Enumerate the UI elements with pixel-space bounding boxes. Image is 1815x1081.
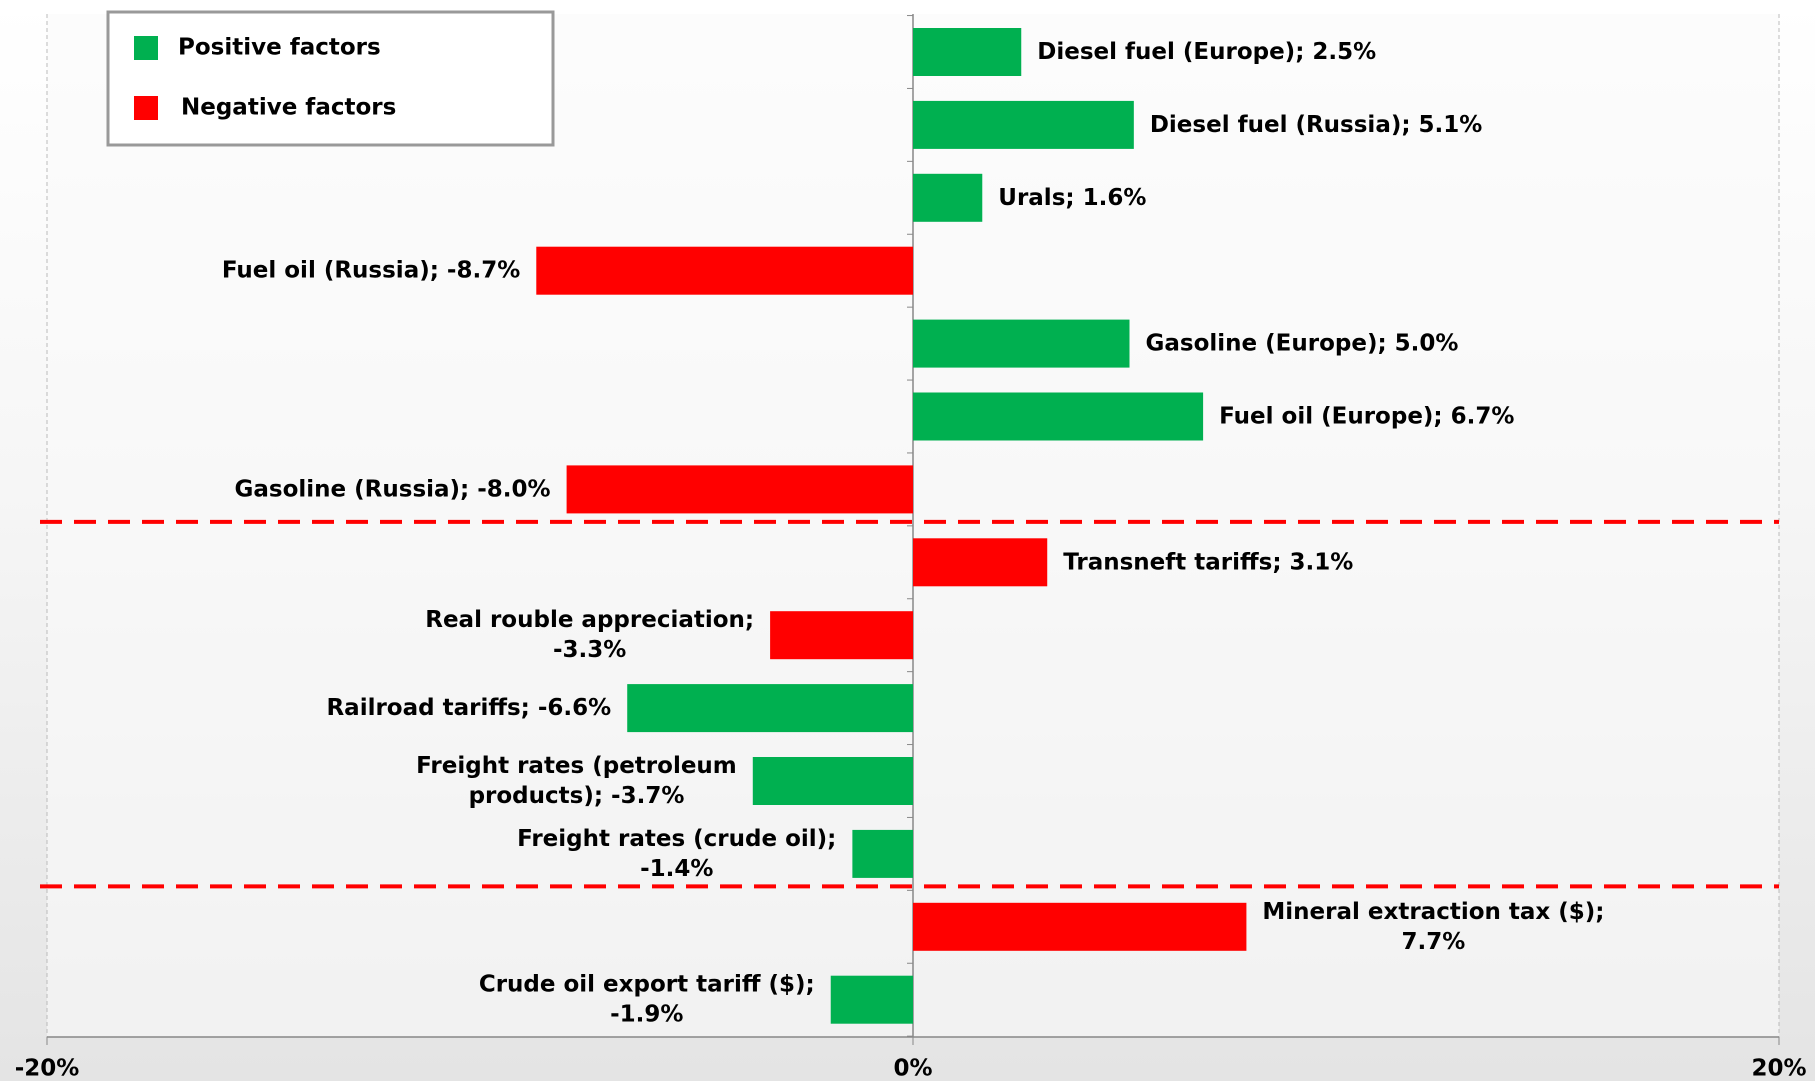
data-label-line: -3.3% bbox=[553, 637, 626, 663]
data-label-line: Transneft tariffs; 3.1% bbox=[1063, 549, 1353, 575]
data-label: Diesel fuel (Russia); 5.1% bbox=[1150, 111, 1483, 137]
data-label-line: Fuel oil (Europe); 6.7% bbox=[1219, 403, 1514, 429]
x-tick-label: -20% bbox=[15, 1056, 80, 1081]
bar bbox=[752, 757, 913, 805]
bar bbox=[536, 246, 913, 295]
data-label-line: Gasoline (Russia); -8.0% bbox=[235, 476, 551, 502]
data-label: Fuel oil (Russia); -8.7% bbox=[222, 257, 520, 283]
data-label: Freight rates (crude oil); -1.4% bbox=[517, 825, 836, 881]
data-label: Fuel oil (Europe); 6.7% bbox=[1219, 403, 1514, 429]
data-label: Freight rates (petroleum products); -3.7% bbox=[416, 753, 737, 809]
data-label: Real rouble appreciation; -3.3% bbox=[425, 607, 754, 663]
data-label-line: Fuel oil (Russia); -8.7% bbox=[222, 257, 520, 283]
legend-label: Positive factors bbox=[178, 35, 381, 61]
data-label: Gasoline (Europe); 5.0% bbox=[1146, 330, 1459, 356]
data-label: Gasoline (Russia); -8.0% bbox=[235, 476, 551, 502]
data-label-line: Gasoline (Europe); 5.0% bbox=[1146, 330, 1459, 356]
data-label: Diesel fuel (Europe); 2.5% bbox=[1037, 39, 1376, 65]
legend-swatch bbox=[134, 36, 158, 60]
data-label-line: Railroad tariffs; -6.6% bbox=[326, 695, 611, 721]
legend-swatch bbox=[134, 96, 158, 120]
legend-label: Negative factors bbox=[181, 95, 396, 121]
data-label-line: Real rouble appreciation; bbox=[425, 607, 754, 633]
bar bbox=[913, 392, 1204, 441]
bar bbox=[913, 173, 983, 222]
data-label-line: products); -3.7% bbox=[469, 783, 685, 809]
legend-box bbox=[106, 10, 555, 147]
data-label-line: 7.7% bbox=[1402, 928, 1466, 954]
data-label: Transneft tariffs; 3.1% bbox=[1063, 549, 1353, 575]
data-label-line: Diesel fuel (Europe); 2.5% bbox=[1037, 39, 1376, 65]
bar bbox=[913, 100, 1134, 149]
bar bbox=[913, 28, 1022, 76]
bar bbox=[627, 684, 913, 733]
x-tick-label: 0% bbox=[893, 1056, 932, 1081]
bar bbox=[830, 975, 913, 1024]
data-label-line: Urals; 1.6% bbox=[998, 184, 1146, 210]
x-tick-label: 20% bbox=[1751, 1056, 1806, 1081]
data-label-line: Freight rates (crude oil); bbox=[517, 825, 836, 851]
data-label-line: -1.4% bbox=[640, 855, 713, 881]
bar bbox=[566, 465, 913, 514]
data-label-line: Freight rates (petroleum bbox=[416, 753, 737, 779]
data-label: Urals; 1.6% bbox=[998, 184, 1146, 210]
bar bbox=[913, 538, 1048, 587]
bar bbox=[770, 611, 913, 660]
bar bbox=[852, 829, 913, 878]
data-label: Railroad tariffs; -6.6% bbox=[326, 695, 611, 721]
data-label-line: Mineral extraction tax ($); bbox=[1262, 898, 1604, 924]
legend: Positive factors Negative factors bbox=[106, 10, 555, 147]
bar bbox=[913, 319, 1130, 368]
data-label-line: Diesel fuel (Russia); 5.1% bbox=[1150, 111, 1483, 137]
data-label-line: -1.9% bbox=[610, 1001, 683, 1027]
data-label: Mineral extraction tax ($); 7.7% bbox=[1262, 898, 1604, 954]
data-label-line: Crude oil export tariff ($); bbox=[479, 971, 815, 997]
data-label: Crude oil export tariff ($); -1.9% bbox=[479, 971, 815, 1027]
bar bbox=[913, 902, 1247, 951]
